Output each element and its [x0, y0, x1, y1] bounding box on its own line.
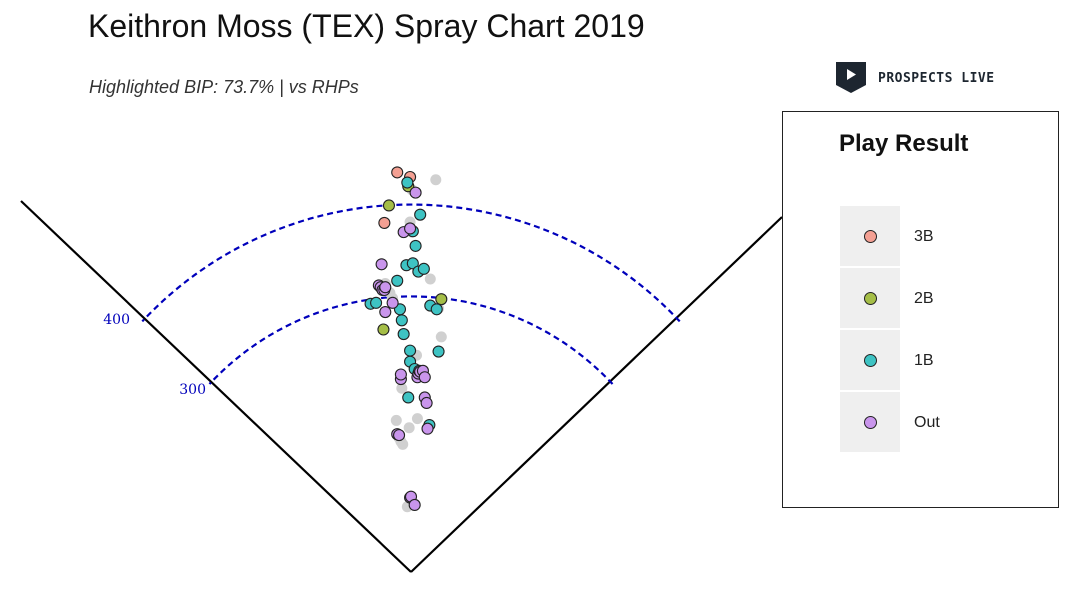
- data-point-out: [409, 186, 422, 199]
- data-point-background: [396, 382, 408, 394]
- legend-key: [840, 330, 900, 390]
- data-point-3b: [378, 216, 391, 229]
- data-point-out: [394, 368, 407, 381]
- data-point-2b: [382, 199, 396, 212]
- data-point-1b: [430, 303, 443, 316]
- data-point-1b: [414, 208, 427, 221]
- data-point-2b: [377, 323, 390, 336]
- data-point-3b: [391, 166, 404, 179]
- data-point-out: [408, 498, 421, 511]
- brand-text: PROSPECTS LIVE: [878, 70, 995, 86]
- legend-label: Out: [914, 414, 940, 431]
- legend: Play Result 3B 2B 1B Out: [782, 111, 1059, 508]
- legend-items: 3B 2B 1B Out: [840, 206, 940, 454]
- data-point-1b: [402, 391, 415, 404]
- distance-arc-300: [208, 295, 614, 385]
- legend-item-2b: 2B: [840, 268, 940, 330]
- spray-field: 400 300: [20, 166, 782, 573]
- distance-label-300: 300: [179, 382, 206, 398]
- legend-item-1b: 1B: [840, 330, 940, 392]
- data-point-1b: [397, 328, 410, 341]
- legend-label: 1B: [914, 352, 934, 369]
- legend-dot-icon: [863, 415, 877, 429]
- legend-key: [840, 206, 900, 266]
- right-foul-line: [410, 216, 782, 573]
- data-point-2b: [435, 293, 448, 306]
- legend-key: [840, 268, 900, 328]
- data-point-out: [421, 422, 434, 435]
- legend-dot-icon: [863, 291, 877, 305]
- data-point-background: [430, 174, 442, 186]
- legend-dot-icon: [863, 353, 877, 367]
- data-point-1b: [409, 239, 422, 252]
- legend-key: [840, 392, 900, 452]
- data-point-1b: [417, 262, 430, 275]
- data-point-out: [404, 222, 417, 235]
- prospects-live-icon: [836, 62, 866, 93]
- chart-title: Keithron Moss (TEX) Spray Chart 2019: [88, 8, 645, 44]
- legend-label: 3B: [914, 228, 934, 245]
- distance-arc-400: [141, 203, 681, 323]
- data-point-out: [379, 305, 392, 319]
- data-point-1b: [395, 314, 408, 327]
- data-point-out: [386, 296, 399, 309]
- data-point-background: [397, 438, 409, 450]
- brand-logo: PROSPECTS LIVE: [836, 62, 995, 94]
- data-point-background: [424, 273, 436, 285]
- data-point-background: [411, 413, 423, 425]
- legend-item-out: Out: [840, 392, 940, 454]
- legend-item-3b: 3B: [840, 206, 940, 268]
- data-point-out: [379, 281, 392, 294]
- data-point-background: [403, 422, 415, 434]
- data-point-background: [390, 414, 402, 426]
- data-point-1b: [391, 274, 404, 287]
- data-point-1b: [432, 345, 445, 358]
- data-point-1b: [370, 296, 383, 309]
- data-point-out: [375, 258, 388, 271]
- data-point-out: [393, 429, 406, 442]
- data-point-1b: [404, 344, 417, 357]
- data-point-background: [435, 331, 447, 343]
- data-point-1b: [401, 176, 414, 189]
- legend-label: 2B: [914, 290, 934, 307]
- distance-label-400: 400: [103, 312, 130, 328]
- legend-title: Play Result: [839, 130, 969, 157]
- left-foul-line: [20, 200, 412, 573]
- data-point-1b: [406, 257, 419, 270]
- data-point-out: [418, 371, 431, 384]
- data-point-out: [420, 396, 433, 410]
- legend-dot-icon: [863, 229, 877, 243]
- chart-subtitle: Highlighted BIP: 73.7% | vs RHPs: [89, 77, 359, 97]
